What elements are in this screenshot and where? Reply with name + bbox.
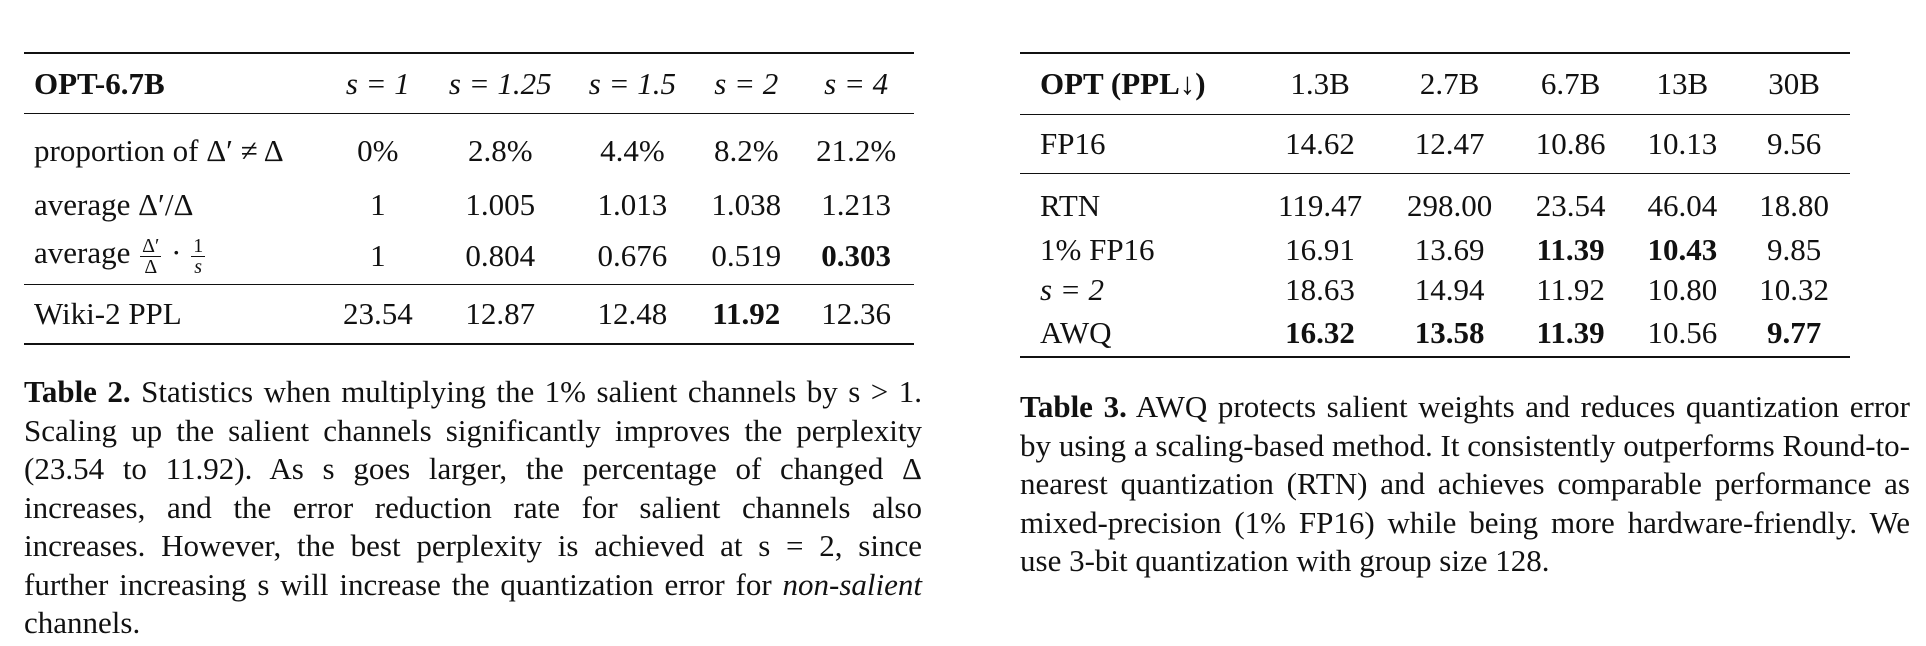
table3-row: AWQ 16.32 13.58 11.39 10.56 9.77 xyxy=(1020,310,1850,357)
table3-cell: 23.54 xyxy=(1535,188,1606,223)
table2-caption-emphasis: non-salient xyxy=(782,566,923,602)
table2-header-s15: s = 1.5 xyxy=(588,65,677,101)
table3-cell: 11.92 xyxy=(1536,272,1605,307)
table3-cell-best: 13.58 xyxy=(1414,315,1485,350)
multiply-dot: · xyxy=(171,235,182,271)
table2-cell: 12.48 xyxy=(597,296,668,331)
fraction-denominator: Δ xyxy=(144,255,158,278)
fraction-numerator: 1 xyxy=(191,234,206,257)
fraction-delta: Δ′ Δ xyxy=(140,234,162,278)
table3-row-label: AWQ xyxy=(1040,315,1112,350)
table2-header-s4: s = 4 xyxy=(824,65,889,101)
table3-cell: 10.56 xyxy=(1647,315,1718,350)
table3: OPT (PPL↓) 1.3B 2.7B 6.7B 13B 30B FP16 1… xyxy=(1020,52,1850,358)
table3-row: 1% FP16 16.91 13.69 11.39 10.43 9.85 xyxy=(1020,230,1850,270)
table3-header-size: 1.3B xyxy=(1290,66,1350,101)
table2-row: average Δ′/Δ 1 1.005 1.013 1.038 1.213 xyxy=(24,182,914,228)
table3-cell-best: 11.39 xyxy=(1536,232,1605,267)
table3-cell: 13.69 xyxy=(1414,232,1485,267)
table3-cell: 18.63 xyxy=(1285,272,1355,307)
table2-header-s2: s = 2 xyxy=(714,65,779,101)
table2-cell: 0% xyxy=(357,133,399,168)
table2-header-s125: s = 1.25 xyxy=(448,65,552,101)
table2-cell: 1.038 xyxy=(711,187,782,222)
table2-header-row: OPT-6.7B s = 1 s = 1.25 s = 1.5 s = 2 s … xyxy=(24,53,914,114)
table3-caption-text: AWQ protects salient weights and reduces… xyxy=(1020,389,1911,578)
table2-row-label: Wiki-2 PPL xyxy=(34,296,182,331)
table2-cell: 0.676 xyxy=(597,238,668,273)
table2-cell: 4.4% xyxy=(600,133,665,168)
table2-caption-text-end: channels. xyxy=(24,605,141,640)
table3-caption-label: Table 3. xyxy=(1020,389,1127,424)
table3-cell: 16.91 xyxy=(1285,232,1355,267)
table2-caption-label: Table 2. xyxy=(24,374,131,409)
table2-row: proportion of Δ′ ≠ Δ 0% 2.8% 4.4% 8.2% 2… xyxy=(24,113,914,183)
table2-cell-best: 0.303 xyxy=(821,238,892,273)
table3-cell: 119.47 xyxy=(1277,188,1363,223)
table2-cell: 12.87 xyxy=(465,296,536,331)
table3-header-size: 6.7B xyxy=(1540,66,1601,101)
table2-cell: 21.2% xyxy=(816,133,897,168)
table3-cell: 9.56 xyxy=(1766,126,1822,161)
table2-cell: 0.804 xyxy=(465,238,536,273)
table3-cell-best: 16.32 xyxy=(1285,315,1355,350)
table3-header-size: 30B xyxy=(1768,66,1820,101)
fraction-numerator: Δ′ xyxy=(140,234,162,257)
table2: OPT-6.7B s = 1 s = 1.25 s = 1.5 s = 2 s … xyxy=(24,52,914,345)
table3-cell: 46.04 xyxy=(1647,188,1718,223)
table2-cell: 8.2% xyxy=(713,133,779,168)
table3-cell: 14.62 xyxy=(1285,126,1355,161)
table2-cell: 23.54 xyxy=(342,296,413,331)
table3-cell: 12.47 xyxy=(1414,126,1485,161)
table2-cell: 1.013 xyxy=(597,187,668,222)
table3-cell: 14.94 xyxy=(1414,272,1485,307)
table3-cell: 18.80 xyxy=(1759,188,1829,223)
table2-caption-text: Statistics when multiplying the 1% salie… xyxy=(24,374,922,602)
table2-cell: 1.005 xyxy=(465,187,536,222)
table2-cell: 1.213 xyxy=(821,187,892,222)
table3-header-row: OPT (PPL↓) 1.3B 2.7B 6.7B 13B 30B xyxy=(1020,53,1850,115)
table3-cell-best: 9.77 xyxy=(1766,315,1822,350)
table2-cell: 1 xyxy=(370,238,386,273)
table3-cell: 298.00 xyxy=(1406,188,1493,223)
table2-row: Wiki-2 PPL 23.54 12.87 12.48 11.92 12.36 xyxy=(24,284,914,344)
table2-cell-best: 11.92 xyxy=(712,296,781,331)
table3-row-label: 1% FP16 xyxy=(1040,232,1155,267)
table3-row-label: RTN xyxy=(1040,188,1101,223)
table3-row-label: s = 2 xyxy=(1040,272,1104,307)
table3-row: RTN 119.47 298.00 23.54 46.04 18.80 xyxy=(1020,173,1850,231)
table3-row-label: FP16 xyxy=(1040,126,1106,161)
table3-cell: 9.85 xyxy=(1766,232,1822,267)
table3-header-model: OPT (PPL↓) xyxy=(1040,66,1206,101)
table2-header-model: OPT-6.7B xyxy=(34,65,165,101)
table2-header-s1: s = 1 xyxy=(345,65,410,101)
table3-cell-best: 10.43 xyxy=(1647,232,1718,267)
table3-row: s = 2 18.63 14.94 11.92 10.80 10.32 xyxy=(1020,270,1850,310)
table2-cell: 2.8% xyxy=(467,133,533,168)
table3-header-size: 13B xyxy=(1656,66,1709,101)
table2-cell: 0.519 xyxy=(711,238,782,273)
table2-row-label: average xyxy=(34,235,131,271)
table3-cell: 10.32 xyxy=(1759,272,1829,307)
table3-row-fp16: FP16 14.62 12.47 10.86 10.13 9.56 xyxy=(1020,114,1850,174)
table2-caption: Table 2. Statistics when multiplying the… xyxy=(24,373,922,643)
table2-row-label: average Δ′/Δ xyxy=(34,187,194,222)
table3-caption: Table 3. AWQ protects salient weights an… xyxy=(1020,388,1910,581)
table3-cell: 10.80 xyxy=(1647,272,1718,307)
table2-cell: 1 xyxy=(370,187,386,222)
fraction-denominator: s xyxy=(194,255,203,278)
table2-row-label: proportion of Δ′ ≠ Δ xyxy=(34,133,284,168)
table3-header-size: 2.7B xyxy=(1419,66,1480,101)
table3-cell-best: 11.39 xyxy=(1536,315,1605,350)
table2-cell: 12.36 xyxy=(821,296,892,331)
table3-cell: 10.13 xyxy=(1647,126,1718,161)
table3-cell: 10.86 xyxy=(1535,126,1606,161)
